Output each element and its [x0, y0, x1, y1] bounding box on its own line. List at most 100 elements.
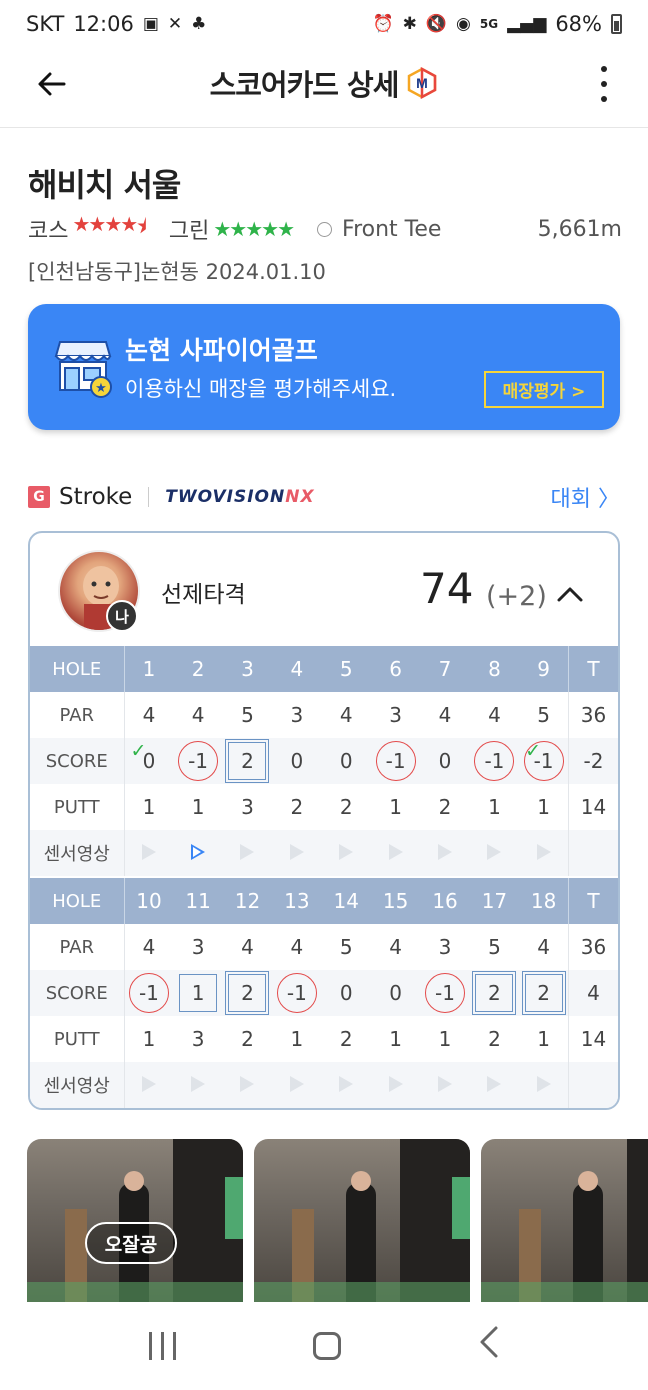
star-icon: ★: [88, 212, 106, 236]
back-button[interactable]: [30, 62, 74, 106]
total-score: 74: [420, 564, 474, 613]
putt-cell: 1: [389, 795, 403, 819]
hole-number: 9: [519, 646, 569, 692]
video-cell: [173, 1062, 223, 1108]
scene-screen: [225, 1177, 243, 1239]
hole-number: 16: [420, 878, 470, 924]
rating-row: 코스 ★ ★ ★ ★ ⯨ 그린 ★ ★ ★ ★ ★ Front Tee 5,66…: [28, 212, 622, 246]
star-icon: ★: [277, 217, 295, 241]
par-cell: 4: [488, 703, 501, 727]
chevron-up-icon: [557, 587, 583, 602]
svg-text:M: M: [417, 75, 429, 91]
putt-cell: 1: [191, 795, 205, 819]
mode-label: Stroke: [59, 484, 133, 510]
hole-number: 7: [420, 646, 470, 692]
bluetooth-icon: ✱: [402, 14, 417, 34]
par-cell: 3: [290, 703, 304, 727]
hole-number: 10: [124, 878, 174, 924]
green-rating-label: 그린: [168, 219, 210, 244]
score-value: -1: [375, 741, 416, 781]
video-cell: [469, 1062, 520, 1108]
location-date: [인천남동구]논현동 2024.01.10: [28, 260, 326, 284]
putt-cell: 2: [339, 1027, 353, 1051]
back-nine-table: HOLE 10 11 12 13 14 15 16 17 18 T PAR 4 …: [30, 878, 618, 1108]
video-row: 센서영상: [30, 830, 618, 876]
play-icon: [289, 1076, 304, 1092]
star-icon: ★: [229, 217, 247, 241]
play-icon: [536, 844, 551, 860]
carrier-label: SKT: [26, 12, 65, 36]
green-rating-stars: ★ ★ ★ ★ ★: [213, 217, 295, 241]
total-diff: (+2): [486, 581, 547, 612]
par-cell: 4: [142, 935, 156, 959]
play-icon: [339, 844, 354, 860]
star-icon: ★: [261, 217, 279, 241]
video-cell: [420, 1062, 470, 1108]
score-value: 0: [339, 981, 353, 1005]
scene-wall: [627, 1139, 648, 1302]
par-row: PAR 4 4 5 3 4 3 4 4 5 36: [30, 692, 618, 738]
swing-video-thumbnail[interactable]: 오잘공: [27, 1139, 243, 1302]
swing-video-thumbnail[interactable]: [481, 1139, 648, 1302]
video-row: 센서영상: [30, 1062, 618, 1108]
video-cell: [321, 830, 371, 876]
star-icon: ★: [72, 212, 90, 236]
row-label: SCORE: [30, 738, 125, 784]
brand-m-logo-icon: M: [406, 67, 438, 99]
score-row: SCORE ✓ 0 -1 2 0 0 -1 0 -1 ✓ -1 -2: [30, 738, 618, 784]
store-rating-banner[interactable]: ★ 논현 사파이어골프 이용하신 매장을 평가해주세요. 매장평가 >: [28, 304, 620, 430]
scorecard-header[interactable]: 나 선제타격 74 (+2): [30, 533, 618, 646]
score-cell: -1: [124, 970, 174, 1016]
rate-store-button[interactable]: 매장평가 >: [484, 371, 604, 408]
star-icon: ★: [245, 217, 263, 241]
scene-floor: [27, 1282, 243, 1302]
video-cell: [370, 830, 421, 876]
play-icon: [438, 844, 453, 860]
putt-cell: 2: [241, 1027, 254, 1051]
contest-link[interactable]: 대회 〉: [551, 481, 620, 513]
hole-number: 12: [222, 878, 273, 924]
hole-number: 4: [272, 646, 322, 692]
par-cell: 4: [389, 935, 403, 959]
arrow-left-icon: [38, 72, 66, 96]
hole-number: 6: [370, 646, 421, 692]
score-value: 2: [472, 971, 517, 1015]
home-button[interactable]: [312, 1332, 341, 1360]
play-icon: [240, 1076, 255, 1092]
play-icon[interactable]: [191, 844, 206, 860]
video-cell[interactable]: [173, 830, 223, 876]
recent-apps-button[interactable]: [148, 1332, 176, 1360]
rank-badge: 나: [106, 600, 138, 632]
putt-cell: 3: [241, 795, 254, 819]
clock: 12:06: [73, 12, 134, 36]
collapse-button[interactable]: [556, 581, 584, 609]
swing-video-thumbnail[interactable]: [254, 1139, 470, 1302]
more-options-button[interactable]: [590, 64, 618, 104]
tee-label: Front Tee: [342, 216, 442, 242]
hole-number: 18: [519, 878, 569, 924]
putt-cell: 1: [142, 1027, 156, 1051]
score-value: 0: [438, 749, 452, 773]
play-icon: [536, 1076, 551, 1092]
video-cell: [469, 830, 520, 876]
hole-row: HOLE 1 2 3 4 5 6 7 8 9 T: [30, 646, 618, 692]
star-icon: ★: [120, 212, 138, 236]
video-cell: [124, 1062, 174, 1108]
row-label: PAR: [30, 924, 125, 970]
play-icon: [339, 1076, 354, 1092]
row-label: PAR: [30, 692, 125, 738]
checkmark-icon: ✓: [130, 740, 147, 762]
putt-cell: 1: [389, 1027, 403, 1051]
swing-video-carousel[interactable]: 오잘공: [27, 1139, 648, 1302]
scene-shelf: [519, 1209, 541, 1302]
system-back-button[interactable]: [478, 1325, 500, 1368]
par-row: PAR 4 3 4 4 5 4 3 5 4 36: [30, 924, 618, 970]
gallery-icon: ▣: [142, 14, 159, 34]
score-value: -1: [178, 741, 219, 781]
total-header: T: [568, 646, 618, 692]
play-icon: [141, 844, 156, 860]
score-value: -1: [523, 741, 564, 781]
video-cell: [222, 1062, 273, 1108]
putt-cell: 1: [438, 1027, 452, 1051]
scene-golfer-head: [351, 1171, 371, 1191]
